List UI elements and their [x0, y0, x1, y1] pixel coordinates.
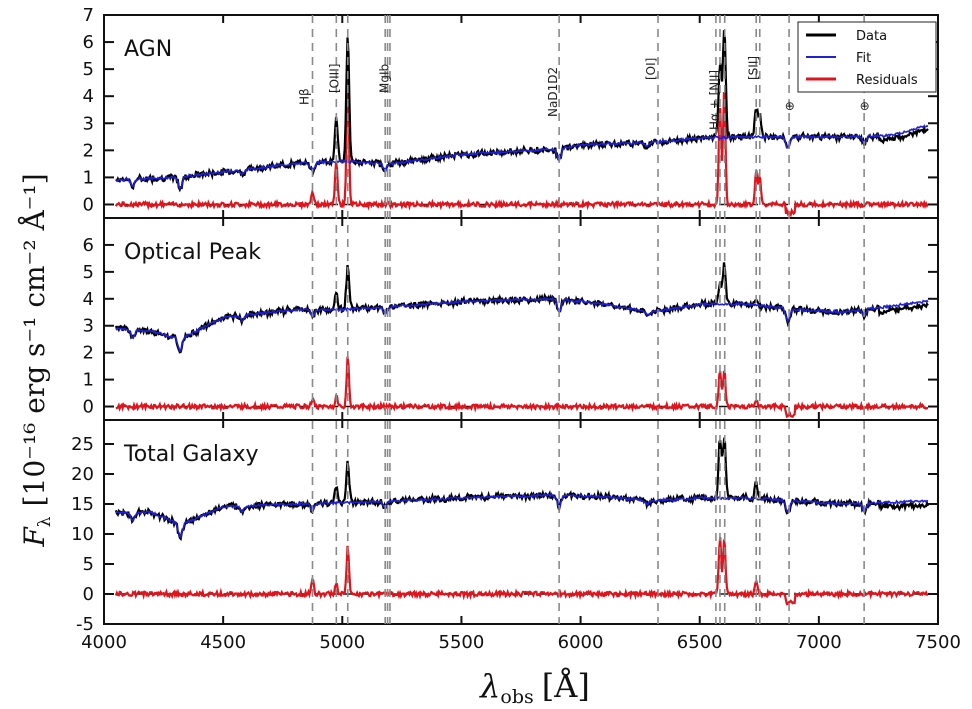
y-axis-title-sub: λ	[35, 516, 55, 527]
fit-series-0	[115, 124, 929, 191]
y-tick-label-0-6: 6	[83, 32, 94, 53]
line-label-4: [OI]	[644, 58, 658, 80]
y-tick-label-0-5: 5	[83, 59, 94, 80]
y-tick-label-1-1: 1	[83, 370, 94, 391]
legend-label-residuals: Residuals	[856, 73, 918, 88]
legend-label-fit: Fit	[856, 51, 871, 66]
y-tick-label-1-2: 2	[83, 343, 94, 364]
telluric-label-8: ⊕	[860, 99, 870, 113]
line-markers-layer: Hβ [OIII] MgIb NaD1D2 [OI] Hα + [NII] [SII] ⊕ ⊕	[298, 15, 870, 624]
panel-frame-2	[103, 419, 939, 625]
y-tick-label-0-7: 7	[83, 5, 94, 26]
y-tick-label-2-2: 5	[83, 554, 94, 575]
y-tick-label-2-1: 0	[83, 584, 94, 605]
panel-title-1: Optical Peak	[124, 240, 261, 265]
x-tick-label-6: 7000	[796, 632, 842, 653]
y-tick-label-2-3: 10	[71, 524, 94, 545]
x-axis-title-main: λ	[478, 667, 500, 705]
y-tick-label-1-3: 3	[83, 316, 94, 337]
y-tick-label-0-2: 2	[83, 140, 94, 161]
y-tick-label-0-3: 3	[83, 113, 94, 134]
y-axis-title-main: F	[18, 526, 51, 548]
residual-series-0	[114, 76, 929, 218]
line-label-3: NaD1D2	[546, 67, 560, 117]
data-series-2	[114, 436, 930, 542]
line-label-0: Hβ	[298, 88, 312, 105]
x-axis-title: λobs [Å]	[478, 667, 590, 708]
y-tick-label-2-0: -5	[76, 614, 94, 635]
x-axis-title-sub: obs	[500, 686, 533, 708]
line-label-6: [SII]	[747, 56, 761, 80]
residual-series-2	[114, 537, 929, 606]
y-tick-label-2-5: 20	[71, 464, 94, 485]
residual-series-1	[115, 356, 928, 419]
x-tick-label-1: 4500	[200, 632, 246, 653]
x-tick-label-7: 7500	[915, 632, 961, 653]
y-tick-label-0-0: 0	[83, 194, 94, 215]
y-tick-label-1-4: 4	[83, 289, 94, 310]
x-tick-label-0: 4000	[81, 632, 127, 653]
legend: Data Fit Residuals	[797, 21, 937, 93]
panel-0: 0 1 2 3 4 5 6 7 AGN	[83, 5, 939, 219]
x-axis: 4000 4500 5000 5500 6000 6500 7000 7500	[81, 632, 961, 653]
x-tick-label-4: 6000	[558, 632, 604, 653]
telluric-label-7: ⊕	[785, 99, 795, 113]
fit-series-1	[115, 296, 929, 353]
y-tick-label-2-4: 15	[71, 494, 94, 515]
x-tick-label-5: 6500	[677, 632, 723, 653]
panels-layer: 0 1 2 3 4 5 6 7 AGN 0 1 2 3 4 5 6 Optical Peak -5 0 5 10 15 20…	[71, 5, 939, 635]
x-tick-label-3: 5500	[439, 632, 485, 653]
line-label-2: MgIb	[377, 64, 391, 93]
x-tick-label-2: 5000	[319, 632, 365, 653]
line-label-1: [OIII]	[327, 64, 341, 93]
y-axis-title-unit: [10⁻¹⁶ erg s⁻¹ cm⁻² Å⁻¹]	[18, 173, 51, 506]
panel-title-2: Total Galaxy	[123, 442, 259, 467]
line-label-5: Hα + [NII]	[707, 70, 721, 130]
panel-title-0: AGN	[124, 37, 172, 62]
legend-label-data: Data	[856, 29, 887, 44]
y-tick-label-2-6: 25	[71, 434, 94, 455]
x-axis-title-unit: [Å]	[542, 667, 590, 705]
fit-series-2	[115, 492, 929, 539]
y-tick-label-1-0: 0	[83, 397, 94, 418]
y-tick-label-1-6: 6	[83, 235, 94, 256]
y-tick-label-0-4: 4	[83, 86, 94, 107]
y-tick-label-1-5: 5	[83, 262, 94, 283]
y-tick-label-0-1: 1	[83, 167, 94, 188]
y-axis-title: Fλ [10⁻¹⁶ erg s⁻¹ cm⁻² Å⁻¹]	[18, 173, 55, 547]
panel-2: -5 0 5 10 15 20 25 Total Galaxy	[71, 419, 939, 635]
